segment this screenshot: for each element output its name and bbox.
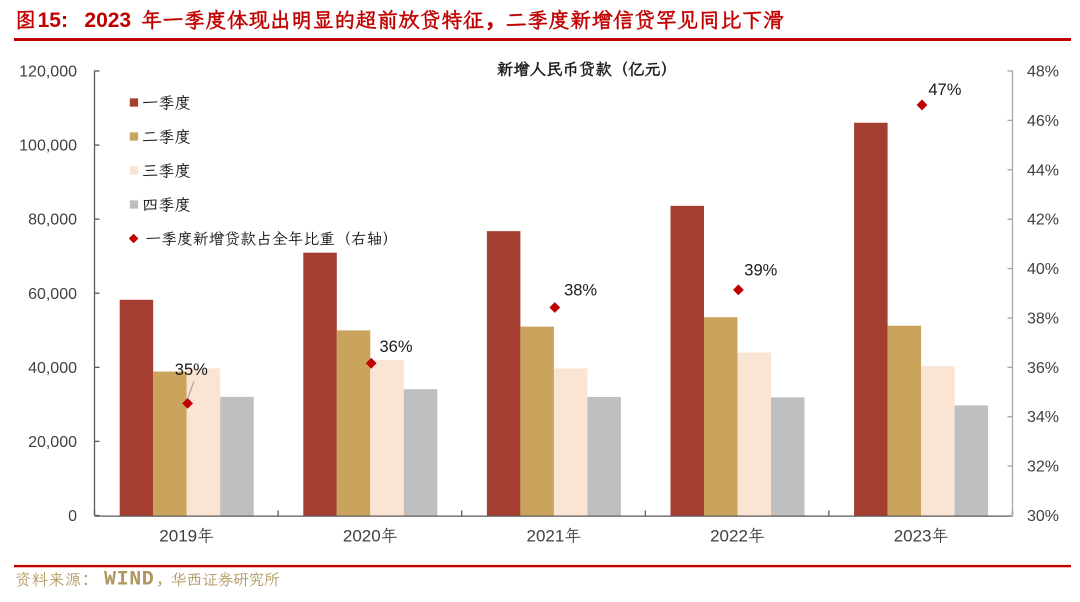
svg-text:40%: 40% [1027, 261, 1059, 278]
svg-text:2022: 2022 [710, 527, 748, 546]
svg-text:100,000: 100,000 [19, 138, 77, 155]
svg-text:39%: 39% [744, 262, 777, 280]
svg-text:30%: 30% [1027, 508, 1059, 525]
svg-text:60,000: 60,000 [28, 286, 77, 303]
svg-text:38%: 38% [1027, 310, 1059, 327]
svg-text:42%: 42% [1027, 212, 1059, 229]
svg-text:120,000: 120,000 [19, 64, 77, 81]
svg-text:47%: 47% [928, 81, 961, 99]
svg-text:36%: 36% [379, 338, 412, 356]
svg-text:2019: 2019 [159, 527, 197, 546]
svg-text:0: 0 [68, 508, 77, 525]
svg-text:2023: 2023 [894, 527, 932, 546]
svg-text:80,000: 80,000 [28, 212, 77, 229]
svg-text:2023: 2023 [84, 9, 131, 32]
svg-text:2020: 2020 [343, 527, 381, 546]
svg-text:WIND: WIND [104, 569, 154, 592]
svg-text:44%: 44% [1027, 162, 1059, 179]
svg-text:36%: 36% [1027, 360, 1059, 377]
svg-text:38%: 38% [564, 281, 597, 299]
svg-text:32%: 32% [1027, 459, 1059, 476]
svg-text:46%: 46% [1027, 113, 1059, 130]
svg-text:15:: 15: [38, 9, 68, 32]
svg-text:48%: 48% [1027, 64, 1059, 81]
svg-text:35%: 35% [175, 361, 208, 379]
svg-text:20,000: 20,000 [28, 434, 77, 451]
svg-text:40,000: 40,000 [28, 360, 77, 377]
svg-text:2021: 2021 [526, 527, 564, 546]
svg-text:34%: 34% [1027, 409, 1059, 426]
